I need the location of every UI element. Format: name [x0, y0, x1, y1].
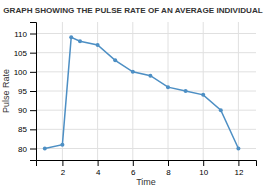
point — [131, 70, 135, 74]
tick-label: 8 — [166, 168, 171, 177]
tick: 85 — [18, 125, 36, 134]
tick-mark — [62, 160, 63, 166]
point — [69, 35, 73, 39]
tick-mark — [238, 160, 239, 166]
tick-label: 90 — [18, 106, 27, 115]
tick: 10 — [199, 160, 208, 177]
y-axis-title: Pulse Rate — [1, 69, 11, 113]
point — [219, 108, 223, 112]
tick-mark — [133, 160, 134, 166]
x-axis-title: Time — [136, 177, 156, 187]
tick: 4 — [96, 160, 101, 177]
tick-mark — [30, 129, 36, 130]
tick-mark — [203, 160, 204, 166]
point — [166, 85, 170, 89]
grid-line — [36, 110, 256, 111]
y-axis: 80 85 90 95 100 105 110 — [14, 23, 37, 161]
tick: 6 — [131, 160, 136, 177]
tick-label: 10 — [199, 168, 208, 177]
tick-mark — [30, 72, 36, 73]
grid — [36, 22, 256, 160]
series — [43, 35, 241, 150]
plot-area: 2 4 6 8 10 12 80 85 90 95 100 105 110 — [14, 22, 257, 177]
point — [113, 58, 117, 62]
tick-label: 110 — [14, 30, 27, 39]
point — [201, 93, 205, 97]
tick-mark — [30, 34, 36, 35]
point — [96, 43, 100, 47]
tick-label: 4 — [96, 168, 101, 177]
grid-line — [36, 148, 256, 149]
tick-label: 12 — [234, 168, 243, 177]
x-axis: 2 4 6 8 10 12 — [37, 160, 257, 177]
tick-mark — [30, 53, 36, 54]
tick-label: 105 — [14, 49, 28, 58]
tick-label: 95 — [18, 87, 27, 96]
tick-label: 85 — [18, 125, 27, 134]
tick-label: 80 — [18, 145, 27, 154]
tick-mark — [98, 160, 99, 166]
grid-line — [36, 129, 256, 130]
grid-line — [36, 52, 256, 53]
tick: 100 — [14, 68, 36, 77]
tick: 90 — [18, 106, 36, 115]
point — [43, 147, 47, 151]
tick-mark — [30, 91, 36, 92]
chart-container: GRAPH SHOWING THE PULSE RATE OF AN AVERA… — [0, 0, 266, 190]
tick-mark — [30, 149, 36, 150]
axis-line — [30, 23, 37, 161]
tick: 80 — [18, 145, 36, 154]
point — [60, 143, 64, 147]
title: GRAPH SHOWING THE PULSE RATE OF AN AVERA… — [3, 6, 263, 15]
tick-mark — [168, 160, 169, 166]
point — [78, 39, 82, 43]
tick-label: 100 — [14, 68, 28, 77]
tick: 110 — [14, 30, 36, 39]
axis-line — [37, 161, 257, 167]
grid-line — [36, 33, 256, 34]
tick: 95 — [18, 87, 36, 96]
tick: 105 — [14, 49, 36, 58]
tick: 8 — [166, 160, 171, 177]
tick: 2 — [61, 160, 66, 177]
point — [184, 89, 188, 93]
grid-line — [36, 91, 256, 92]
tick-mark — [30, 110, 36, 111]
tick-label: 2 — [61, 168, 66, 177]
tick: 12 — [234, 160, 243, 177]
point — [148, 74, 152, 78]
chart-svg: GRAPH SHOWING THE PULSE RATE OF AN AVERA… — [0, 0, 266, 190]
line — [45, 37, 239, 148]
tick-label: 6 — [131, 168, 136, 177]
point — [236, 147, 240, 151]
